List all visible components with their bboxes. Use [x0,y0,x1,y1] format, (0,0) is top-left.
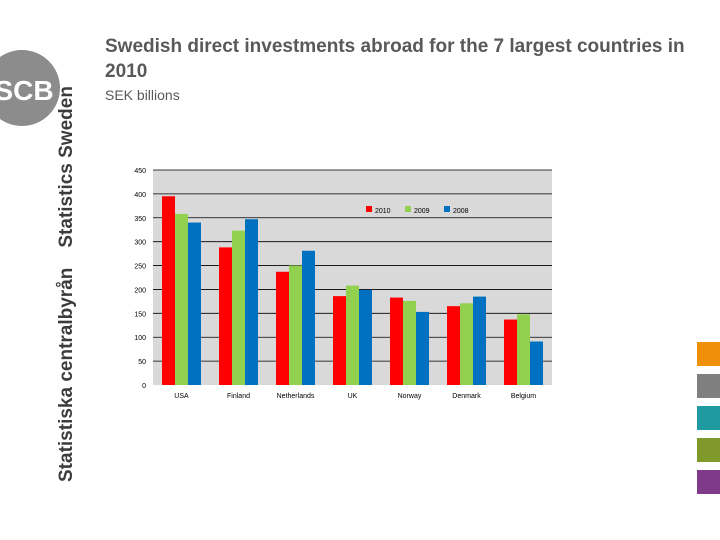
bar-2009-netherlands [289,265,302,385]
bar-2009-finland [232,230,245,385]
bar-2010-usa [162,196,175,385]
y-tick-label: 0 [142,383,146,390]
y-tick-label: 50 [138,359,146,366]
bar-2009-uk [346,285,359,385]
y-tick-label: 350 [134,216,146,223]
page-title: Swedish direct investments abroad for th… [105,36,685,82]
legend-label-2009: 2009 [414,208,430,215]
y-tick-label: 300 [134,240,146,247]
swatch-orange [697,342,720,366]
legend-label-2008: 2008 [453,208,469,215]
y-tick-label: 150 [134,311,146,318]
scb-logo: SCB [0,50,60,126]
bar-2010-denmark [447,306,460,385]
swatch-olive [697,438,720,462]
bar-2010-uk [333,296,346,385]
x-tick-label: USA [174,393,189,400]
scb-logo-text: SCB [0,75,54,106]
bar-2009-norway [403,300,416,385]
y-tick-label: 400 [134,192,146,199]
bar-2008-uk [359,289,372,385]
bar-2009-denmark [460,303,473,385]
bar-2008-norway [416,311,429,385]
y-tick-label: 450 [134,168,146,175]
bar-2008-usa [188,222,201,385]
legend-swatch-2008 [444,206,450,212]
swatch-purple [697,470,720,494]
bar-2008-belgium [530,341,543,385]
page-subtitle: SEK billions [105,87,180,103]
color-swatches [697,342,720,502]
swatch-teal [697,406,720,430]
y-tick-label: 200 [134,287,146,294]
x-tick-label: UK [348,393,358,400]
legend-swatch-2010 [366,206,372,212]
bar-2009-usa [175,213,188,385]
bar-2009-belgium [517,314,530,385]
bar-2010-belgium [504,319,517,385]
legend-label-2010: 2010 [375,208,391,215]
legend-swatch-2009 [405,206,411,212]
x-tick-label: Norway [398,393,422,400]
bar-2008-finland [245,219,258,385]
x-tick-label: Finland [227,393,250,400]
x-tick-label: Belgium [511,393,536,400]
x-tick-label: Netherlands [277,393,315,400]
bar-2010-netherlands [276,271,289,385]
bar-2010-finland [219,247,232,385]
y-tick-label: 250 [134,264,146,271]
x-tick-label: Denmark [452,393,481,400]
bar-2008-netherlands [302,250,315,385]
swatch-gray [697,374,720,398]
bar-2010-norway [390,297,403,385]
bar-2008-denmark [473,296,486,385]
y-tick-label: 100 [134,335,146,342]
scb-logo-circle [0,50,60,126]
